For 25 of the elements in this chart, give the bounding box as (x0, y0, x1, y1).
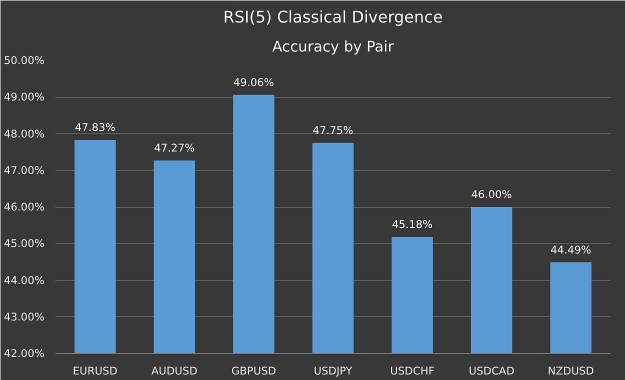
data-label: 45.18% (392, 218, 433, 232)
y-tick-label: 49.00% (4, 90, 45, 104)
x-tick-label: USDJPY (314, 364, 353, 378)
y-tick-label: 42.00% (4, 347, 45, 360)
y-tick-label: 43.00% (4, 310, 45, 324)
x-tick-label: NZDUSD (548, 364, 594, 378)
data-label: 47.83% (74, 120, 116, 134)
x-tick-label: GBPUSD (231, 364, 276, 378)
chart-title: RSI(5) Classical Divergence (223, 8, 443, 26)
x-tick-label: USDCHF (390, 364, 434, 378)
y-tick-label: 45.00% (4, 237, 45, 250)
y-tick-label: 44.00% (4, 274, 45, 287)
y-tick-label: 47.00% (4, 164, 45, 177)
x-tick-label: AUDUSD (151, 364, 198, 378)
chart-subtitle: Accuracy by Pair (272, 38, 395, 56)
data-label: 44.49% (550, 243, 592, 256)
data-label: 47.27% (154, 141, 195, 154)
y-tick-label: 46.00% (4, 200, 45, 214)
y-tick-label: 50.00% (4, 54, 45, 67)
data-label: 46.00% (471, 188, 512, 201)
y-tick-label: 48.00% (4, 127, 45, 140)
data-label: 49.06% (233, 76, 274, 89)
x-tick-label: EURUSD (72, 364, 118, 378)
data-label: 47.75% (312, 124, 354, 137)
x-tick-label: USDCAD (468, 364, 514, 378)
